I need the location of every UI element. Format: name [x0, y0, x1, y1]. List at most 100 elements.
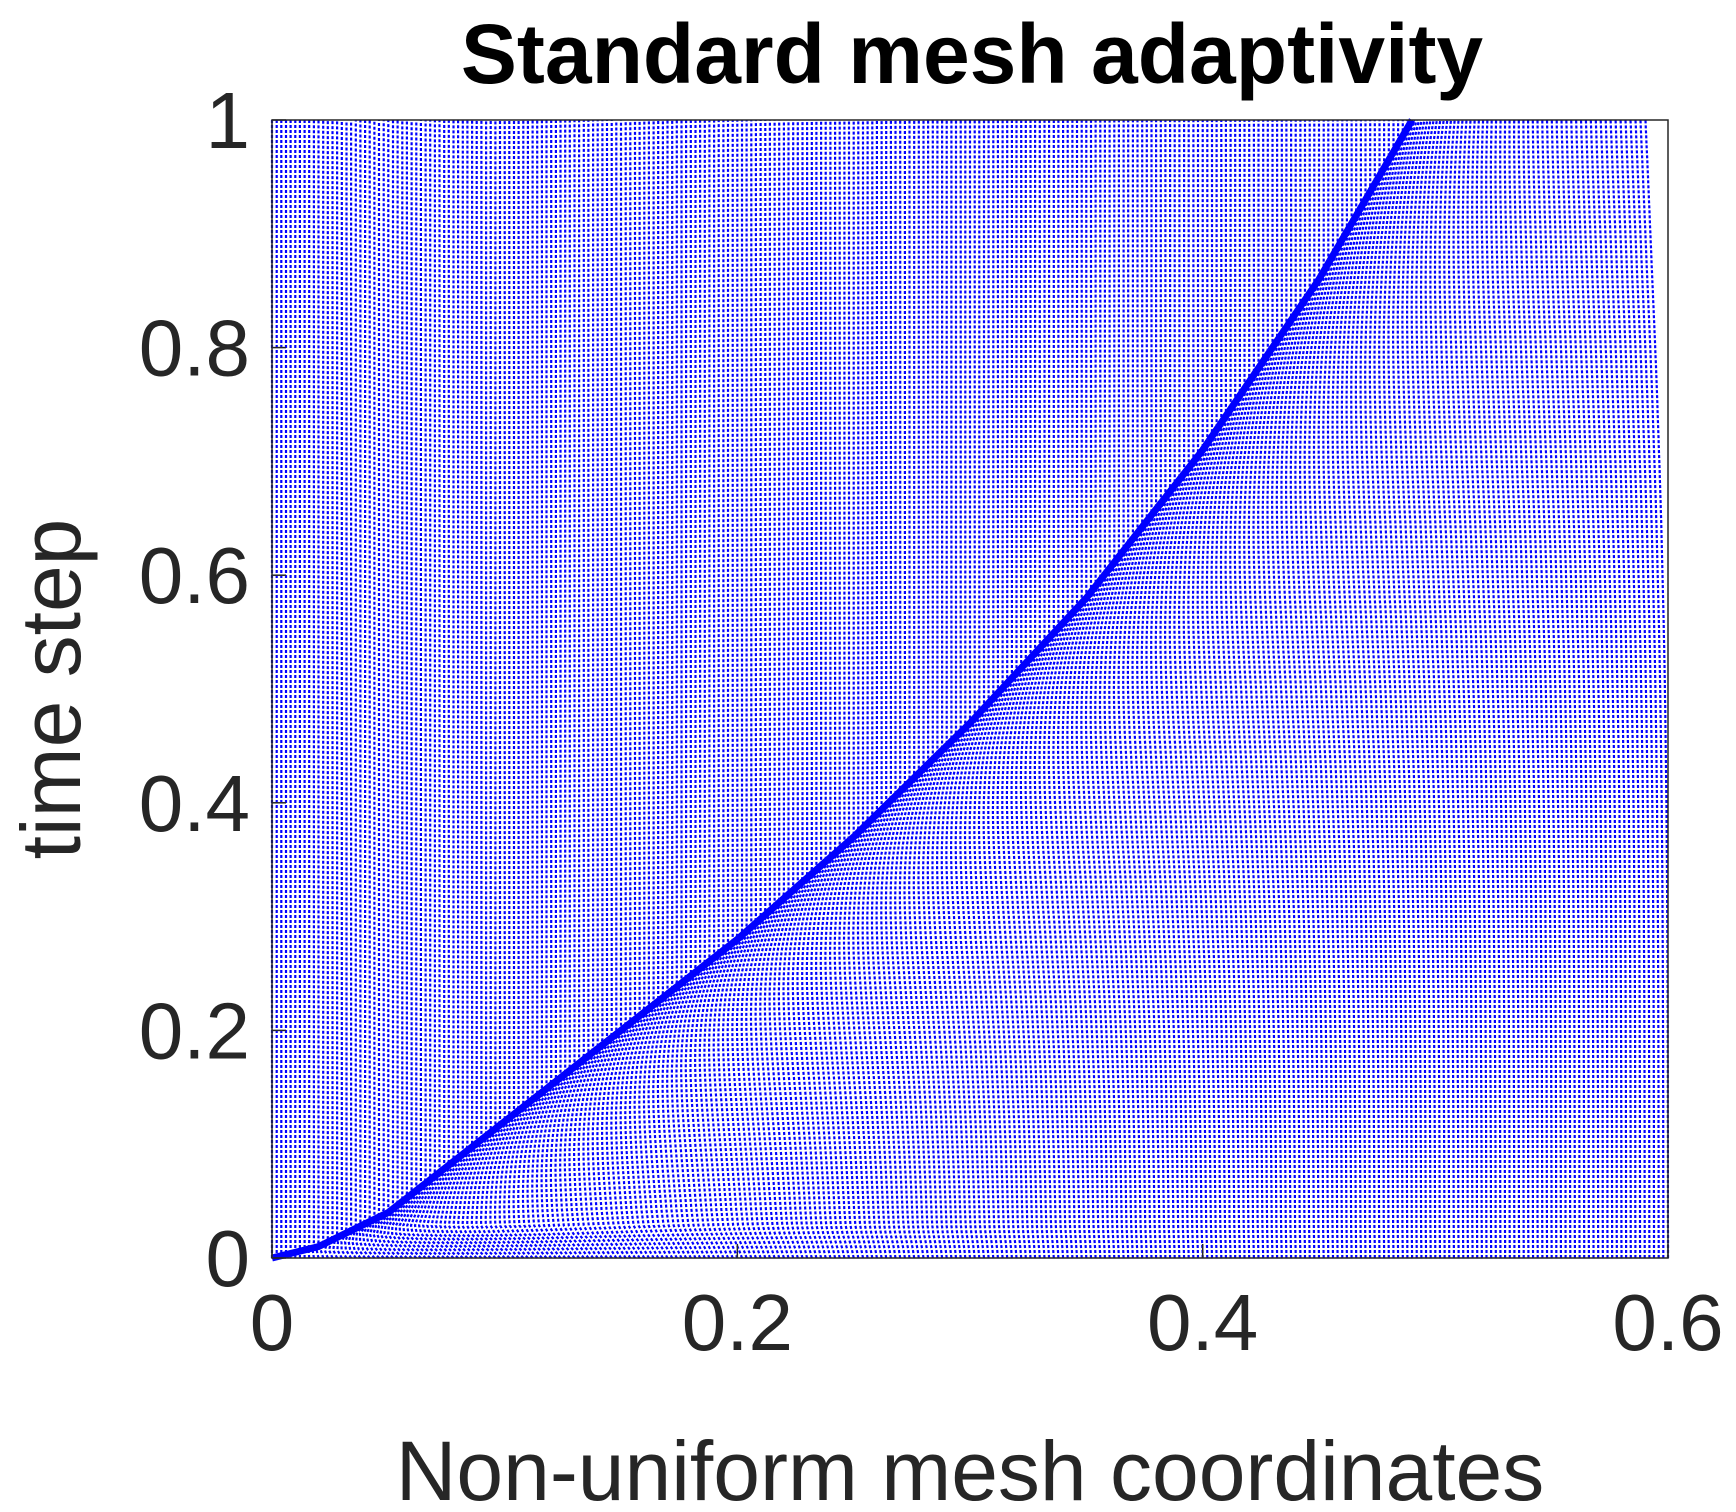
mesh-trajectory-line [1247, 120, 1279, 1259]
mesh-trajectory-line [465, 120, 497, 1259]
mesh-trajectory-line [1075, 120, 1107, 1259]
mesh-trajectory-line [1252, 120, 1283, 1259]
mesh-trajectory-line [805, 120, 837, 1259]
mesh-trajectory-line [572, 120, 604, 1259]
mesh-trajectory-line [1261, 120, 1293, 1259]
mesh-trajectory-line [1233, 120, 1265, 1259]
mesh-trajectory-line [1196, 120, 1228, 1259]
mesh-trajectory-line [782, 120, 813, 1259]
mesh-trajectory-line [362, 120, 376, 1259]
mesh-trajectory-line [1159, 120, 1190, 1259]
mesh-trajectory-line [596, 120, 627, 1259]
mesh-trajectory-line [866, 120, 897, 1259]
mesh-concentration-front [271, 118, 1416, 1262]
mesh-trajectory-line [912, 120, 944, 1259]
mesh-trajectory-line [1019, 120, 1051, 1259]
mesh-trajectory-line [926, 120, 958, 1259]
y-tick-label: 0.6 [139, 531, 250, 620]
mesh-trajectory-line [996, 120, 1027, 1259]
mesh-trajectory-line [880, 120, 911, 1259]
y-axis-ticks: 0 0.2 0.4 0.6 0.8 1 [139, 76, 286, 1303]
mesh-trajectory-line [365, 120, 381, 1259]
mesh-trajectory-line [484, 120, 516, 1259]
mesh-trajectory-line [503, 120, 534, 1259]
x-tick-label: 0.4 [1147, 1278, 1258, 1367]
y-tick-label: 0.2 [139, 986, 250, 1075]
x-axis-ticks: 0 0.2 0.4 0.6 [250, 1244, 1724, 1367]
mesh-trajectory-line [819, 120, 851, 1259]
mesh-trajectory-line [1117, 120, 1148, 1259]
mesh-trajectory-line [409, 120, 436, 1259]
mesh-trajectory-line [703, 120, 734, 1259]
mesh-trajectory-line [358, 120, 371, 1259]
mesh-trajectory-line [968, 120, 1000, 1259]
mesh-trajectory-line [1210, 120, 1242, 1259]
mesh-trajectory-line [707, 120, 739, 1259]
mesh-trajectory-line [480, 120, 511, 1259]
mesh-trajectory-line [439, 120, 469, 1259]
mesh-trajectory-line [740, 120, 772, 1259]
plot-frame [271, 119, 1669, 1259]
mesh-trajectory-line [351, 120, 362, 1259]
mesh-trajectory-line [434, 120, 464, 1259]
mesh-trajectory-line [402, 120, 427, 1259]
mesh-trajectory-line [935, 120, 967, 1259]
mesh-trajectory-line [1229, 120, 1260, 1259]
mesh-trajectory-line [540, 120, 571, 1259]
mesh-trajectory-line [1150, 120, 1181, 1259]
mesh-trajectory-line [954, 120, 986, 1259]
mesh-trajectory-line [1056, 120, 1088, 1259]
mesh-trajectory-line [1298, 120, 1330, 1259]
mesh-trajectory-line [801, 120, 832, 1259]
mesh-trajectory-line [1015, 120, 1046, 1259]
mesh-trajectory-line [545, 120, 576, 1259]
mesh-trajectory-line [982, 120, 1014, 1259]
mesh-trajectory-line [1052, 120, 1083, 1259]
mesh-trajectory-line [921, 120, 953, 1259]
mesh-trajectory-line [1177, 120, 1209, 1259]
mesh-trajectory-line [754, 120, 786, 1259]
mesh-trajectory-line [894, 120, 925, 1259]
mesh-trajectory-line [347, 120, 357, 1259]
mesh-trajectory-line [1094, 120, 1125, 1259]
mesh-trajectory-line [931, 120, 962, 1259]
mesh-trajectory-line [680, 120, 711, 1259]
mesh-trajectory-line [1173, 120, 1204, 1259]
mesh-trajectory-line [1001, 120, 1032, 1259]
mesh-trajectory-line [712, 120, 744, 1259]
mesh-trajectory-line [332, 120, 339, 1259]
mesh-trajectory-line [828, 120, 860, 1259]
mesh-trajectory-line [977, 120, 1009, 1259]
mesh-trajectory-line [768, 120, 799, 1259]
mesh-trajectory-line [1038, 120, 1069, 1259]
mesh-trajectory-line [842, 120, 874, 1259]
mesh-trajectory-line [959, 120, 990, 1259]
mesh-trajectory-line [387, 120, 408, 1259]
mesh-trajectory-line [624, 120, 655, 1259]
mesh-trajectory-line [1070, 120, 1102, 1259]
mesh-trajectory-line [791, 120, 823, 1259]
mesh-trajectory-line [1098, 120, 1130, 1259]
mesh-trajectory-line [759, 120, 790, 1259]
mesh-trajectory-line [749, 120, 781, 1259]
mesh-trajectory-line [379, 120, 399, 1259]
mesh-trajectory-line [670, 120, 702, 1259]
mesh-trajectory-line [1168, 120, 1200, 1259]
mesh-trajectory-line [507, 120, 539, 1259]
mesh-trajectory-line [456, 120, 488, 1259]
mesh-trajectory-line [614, 120, 646, 1259]
mesh-trajectory-line [443, 120, 474, 1259]
mesh-trajectory-line [1136, 120, 1167, 1259]
mesh-trajectory-line [586, 120, 618, 1259]
mesh-trajectory-line [1010, 120, 1041, 1259]
y-tick-label: 0 [206, 1214, 251, 1303]
mesh-trajectory-line [1033, 120, 1065, 1259]
mesh-trajectory-line [1140, 120, 1172, 1259]
mesh-trajectory-line [1126, 120, 1158, 1259]
mesh-trajectory-line [1084, 120, 1116, 1259]
x-axis-label: Non-uniform mesh coordinates [396, 1424, 1545, 1512]
mesh-trajectory-line [726, 120, 758, 1259]
mesh-trajectory-line [638, 120, 669, 1259]
mesh-trajectory-line [512, 120, 544, 1259]
mesh-trajectory-line [917, 120, 948, 1259]
